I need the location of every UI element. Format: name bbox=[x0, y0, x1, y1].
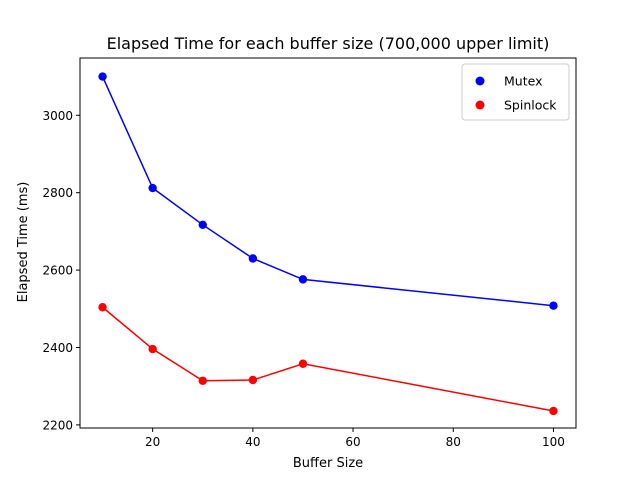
y-tick-label: 2800 bbox=[42, 186, 73, 200]
data-point-mutex bbox=[198, 220, 207, 230]
data-point-mutex bbox=[549, 301, 558, 310]
data-point-spinlock bbox=[148, 344, 157, 354]
series-layer bbox=[98, 72, 558, 416]
x-tick-label: 20 bbox=[145, 435, 160, 449]
y-tick-label: 2200 bbox=[42, 418, 73, 432]
legend-label: Spinlock bbox=[504, 98, 557, 113]
data-point-mutex bbox=[148, 183, 157, 193]
data-point-spinlock bbox=[549, 406, 558, 416]
x-axis-label: Buffer Size bbox=[293, 456, 363, 471]
y-tick-label: 2600 bbox=[42, 264, 73, 278]
y-tick-label: 2400 bbox=[42, 341, 73, 355]
legend-marker bbox=[475, 76, 485, 86]
y-tick-label: 3000 bbox=[42, 109, 73, 123]
legend: Mutex Spinlock bbox=[461, 63, 570, 121]
ticks-layer: 20 40 60 80 100 2200 2400 2600 2800 3000 bbox=[42, 109, 564, 449]
data-point-spinlock bbox=[248, 375, 258, 385]
x-tick-label: 60 bbox=[345, 435, 360, 449]
data-point-mutex bbox=[248, 254, 258, 263]
data-point-mutex bbox=[298, 275, 308, 284]
data-point-spinlock bbox=[298, 359, 308, 368]
legend-box bbox=[461, 63, 570, 121]
legend-label: Mutex bbox=[504, 74, 542, 89]
series-line-spinlock bbox=[102, 306, 554, 412]
data-point-spinlock bbox=[198, 376, 207, 385]
x-tick-label: 80 bbox=[446, 435, 461, 449]
x-tick-label: 40 bbox=[245, 435, 260, 449]
legend-marker bbox=[475, 100, 485, 110]
data-point-spinlock bbox=[98, 303, 107, 312]
series-line-mutex bbox=[101, 76, 554, 307]
chart-title: Elapsed Time for each buffer size (700,0… bbox=[107, 34, 550, 53]
data-point-mutex bbox=[98, 72, 107, 81]
x-tick-label: 100 bbox=[542, 435, 565, 449]
plot-frame bbox=[79, 57, 577, 429]
y-axis-label: Elapsed Time (ms) bbox=[16, 182, 31, 303]
